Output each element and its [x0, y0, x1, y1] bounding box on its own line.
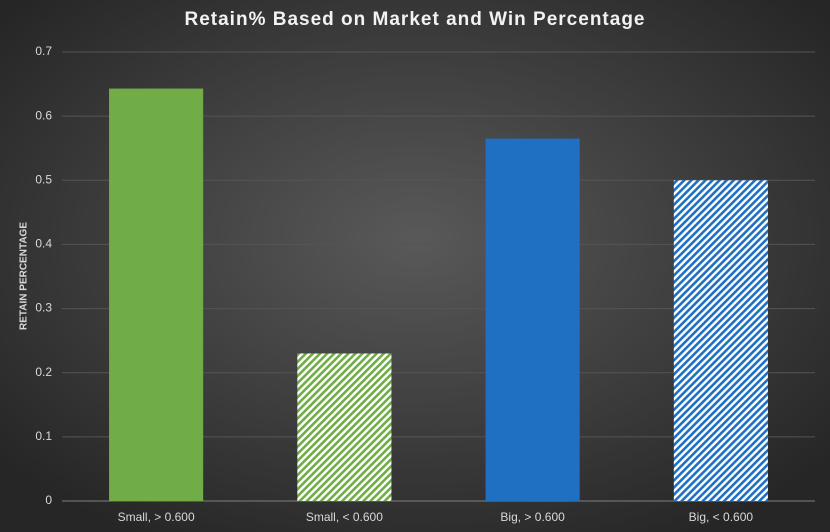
x-tick-label: Small, < 0.600 — [306, 510, 383, 524]
bar — [485, 138, 580, 502]
y-tick-label: 0.5 — [35, 172, 52, 186]
x-tick-label: Small, > 0.600 — [118, 510, 195, 524]
bar — [297, 353, 392, 501]
x-tick-label: Big, < 0.600 — [689, 510, 754, 524]
bar — [109, 88, 204, 501]
y-tick-label: 0.1 — [35, 429, 52, 443]
y-tick-label: 0.2 — [35, 365, 52, 379]
bar — [673, 180, 768, 502]
x-tick-label: Big, > 0.600 — [500, 510, 565, 524]
y-axis-label: RETAIN PERCENTAGE — [19, 222, 30, 330]
y-tick-label: 0.7 — [35, 44, 52, 58]
y-tick-label: 0.3 — [35, 301, 52, 315]
y-tick-label: 0.4 — [35, 237, 52, 251]
chart-title: Retain% Based on Market and Win Percenta… — [185, 9, 646, 30]
y-tick-label: 0 — [45, 493, 52, 507]
y-tick-label: 0.6 — [35, 108, 52, 122]
